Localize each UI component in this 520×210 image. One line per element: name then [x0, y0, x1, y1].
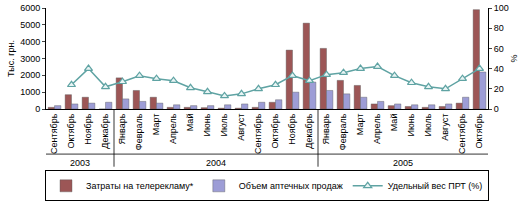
- svg-text:Октябрь: Октябрь: [474, 113, 484, 148]
- svg-text:Май: Май: [185, 114, 195, 132]
- svg-text:4000: 4000: [20, 37, 40, 47]
- svg-text:Март: Март: [355, 114, 365, 136]
- svg-text:Тыс. грн.: Тыс. грн.: [6, 40, 16, 77]
- svg-text:Июль: Июль: [219, 113, 229, 136]
- svg-text:6000: 6000: [20, 3, 40, 13]
- svg-text:5000: 5000: [20, 20, 40, 30]
- svg-text:0: 0: [35, 104, 40, 114]
- svg-text:Затраты на телерекламу*: Затраты на телерекламу*: [86, 181, 194, 191]
- svg-text:Сентябрь: Сентябрь: [49, 113, 59, 154]
- svg-text:Октябрь: Октябрь: [270, 113, 280, 148]
- svg-text:Январь: Январь: [321, 113, 331, 144]
- svg-text:2003: 2003: [70, 158, 90, 168]
- svg-text:Октябрь: Октябрь: [66, 113, 76, 148]
- svg-text:Июль: Июль: [423, 113, 433, 136]
- svg-text:Март: Март: [151, 114, 161, 136]
- svg-text:Декабрь: Декабрь: [304, 113, 314, 148]
- svg-text:Ноябрь: Ноябрь: [83, 113, 93, 145]
- svg-text:Ноябрь: Ноябрь: [287, 113, 297, 145]
- svg-text:%: %: [509, 54, 519, 62]
- svg-text:Апрель: Апрель: [168, 113, 178, 144]
- svg-text:Май: Май: [389, 114, 399, 132]
- svg-text:Июнь: Июнь: [202, 113, 212, 136]
- svg-text:80: 80: [494, 23, 504, 33]
- svg-text:Объем аптечных продаж: Объем аптечных продаж: [239, 181, 343, 191]
- svg-text:2004: 2004: [206, 158, 226, 168]
- svg-text:Февраль: Февраль: [134, 113, 144, 150]
- svg-text:Январь: Январь: [117, 113, 127, 144]
- svg-text:20: 20: [494, 84, 504, 94]
- svg-text:2000: 2000: [20, 70, 40, 80]
- svg-text:Апрель: Апрель: [372, 113, 382, 144]
- svg-text:Сентябрь: Сентябрь: [253, 113, 263, 154]
- svg-text:0: 0: [494, 104, 499, 114]
- svg-text:100: 100: [494, 3, 509, 13]
- svg-text:Август: Август: [440, 114, 450, 141]
- svg-text:1000: 1000: [20, 87, 40, 97]
- svg-text:Сентябрь: Сентябрь: [457, 113, 467, 154]
- svg-text:Декабрь: Декабрь: [100, 113, 110, 148]
- svg-text:Удельный вес ПРТ (%): Удельный вес ПРТ (%): [388, 181, 483, 191]
- svg-text:3000: 3000: [20, 54, 40, 64]
- svg-text:40: 40: [494, 64, 504, 74]
- svg-text:60: 60: [494, 44, 504, 54]
- svg-text:Февраль: Февраль: [338, 113, 348, 150]
- svg-text:Август: Август: [236, 114, 246, 141]
- svg-text:Июнь: Июнь: [406, 113, 416, 136]
- svg-text:2005: 2005: [393, 158, 413, 168]
